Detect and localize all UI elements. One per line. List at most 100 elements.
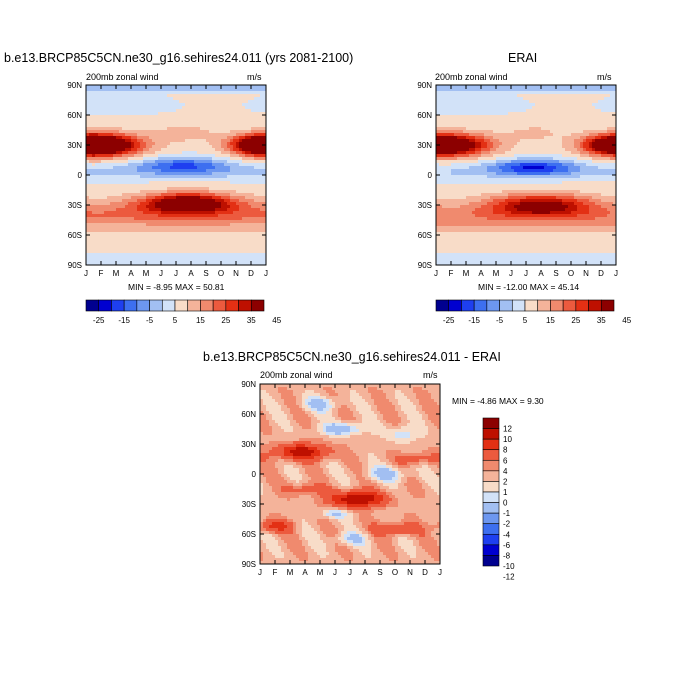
colorbar-swatch bbox=[511, 299, 526, 312]
y-tick-label: 90S bbox=[418, 261, 432, 270]
erai-panel-title: ERAI bbox=[508, 51, 538, 65]
x-tick-label: J bbox=[348, 568, 352, 577]
x-tick-label: F bbox=[449, 269, 454, 278]
colorbar-label: -5 bbox=[496, 316, 504, 325]
x-tick-label: M bbox=[317, 568, 324, 577]
colorbar-swatch bbox=[482, 533, 500, 546]
colorbar-label: 8 bbox=[503, 446, 508, 455]
colorbar-label: 0 bbox=[503, 499, 508, 508]
colorbar-swatch bbox=[212, 299, 227, 312]
colorbar-swatch bbox=[482, 417, 500, 429]
colorbar-swatch bbox=[482, 459, 500, 472]
colorbar-label: -12 bbox=[503, 573, 515, 582]
colorbar-swatch bbox=[461, 299, 475, 312]
colorbar-swatch bbox=[136, 299, 150, 312]
colorbar-label: -2 bbox=[503, 520, 511, 529]
colorbar-label: -1 bbox=[503, 509, 511, 518]
x-tick-label: O bbox=[392, 568, 398, 577]
y-tick-label: 0 bbox=[428, 171, 433, 180]
colorbar-label: 12 bbox=[503, 425, 512, 434]
colorbar-label: 2 bbox=[503, 477, 508, 486]
x-tick-label: J bbox=[438, 568, 442, 577]
model-min-max: MIN = -8.95 MAX = 50.81 bbox=[128, 282, 225, 292]
y-tick-label: 60S bbox=[418, 231, 432, 240]
diff-panel-title: b.e13.BRCP85C5CN.ne30_g16.sehires24.011 … bbox=[203, 350, 501, 364]
colorbar-swatch bbox=[435, 299, 450, 312]
model-contour-plot: J F M A M J J A S O N D J 90N 60N 30N 0 30S 60S 90S bbox=[60, 80, 282, 280]
y-tick-label: 30N bbox=[241, 440, 256, 449]
colorbar-swatch bbox=[482, 470, 500, 482]
y-tick-label: 30N bbox=[67, 141, 82, 150]
y-tick-label: 60N bbox=[67, 111, 82, 120]
colorbar-label: -5 bbox=[146, 316, 154, 325]
colorbar-swatch bbox=[600, 299, 615, 312]
x-tick-label: J bbox=[333, 568, 337, 577]
y-tick-label: 60N bbox=[241, 410, 256, 419]
colorbar-label: -4 bbox=[503, 530, 511, 539]
colorbar-swatch bbox=[482, 491, 500, 503]
colorbar-label: 35 bbox=[247, 316, 256, 325]
colorbar-label: -15 bbox=[468, 316, 480, 325]
contour-fill-cells bbox=[260, 384, 441, 565]
colorbar-label: -10 bbox=[503, 562, 515, 571]
colorbar-swatch bbox=[482, 438, 500, 451]
x-tick-label: N bbox=[233, 269, 239, 278]
x-tick-label: J bbox=[434, 269, 438, 278]
colorbar-swatch bbox=[482, 544, 500, 556]
contour-fill-cells bbox=[436, 85, 617, 266]
x-tick-label: D bbox=[598, 269, 604, 278]
colorbar-label: -25 bbox=[93, 316, 105, 325]
x-tick-label: M bbox=[143, 269, 150, 278]
colorbar-swatch bbox=[482, 523, 500, 535]
x-tick-label: D bbox=[422, 568, 428, 577]
diff-contour-plot: J F M A M J J A S O N D J 90N 60N 30N 0 30S 60S 90S bbox=[232, 378, 454, 584]
colorbar-label: 5 bbox=[523, 316, 528, 325]
colorbar-swatch bbox=[187, 299, 201, 312]
colorbar-swatch bbox=[550, 299, 564, 312]
colorbar-swatch bbox=[200, 299, 214, 312]
y-tick-label: 60N bbox=[417, 111, 432, 120]
x-tick-label: J bbox=[174, 269, 178, 278]
colorbar-swatch bbox=[482, 449, 500, 461]
colorbar-label: 45 bbox=[622, 316, 631, 325]
x-tick-label: O bbox=[218, 269, 224, 278]
colorbar-swatch bbox=[123, 299, 138, 312]
x-tick-label: A bbox=[302, 568, 308, 577]
colorbar-swatch bbox=[537, 299, 551, 312]
x-tick-label: S bbox=[553, 269, 558, 278]
colorbar-swatch bbox=[225, 299, 239, 312]
colorbar-swatch bbox=[250, 299, 265, 312]
colorbar-label: 5 bbox=[173, 316, 178, 325]
x-tick-label: D bbox=[248, 269, 254, 278]
colorbar-label: 15 bbox=[546, 316, 555, 325]
y-tick-label: 60S bbox=[68, 231, 82, 240]
colorbar-label: 6 bbox=[503, 456, 508, 465]
diff-min-max: MIN = -4.86 MAX = 9.30 bbox=[452, 396, 544, 406]
diff-units-label: m/s bbox=[423, 370, 438, 380]
colorbar-label: -6 bbox=[503, 541, 511, 550]
x-tick-label: J bbox=[524, 269, 528, 278]
x-tick-label: J bbox=[264, 269, 268, 278]
colorbar-swatch bbox=[482, 555, 500, 567]
colorbar-swatch bbox=[161, 299, 176, 312]
x-tick-label: M bbox=[463, 269, 470, 278]
x-tick-label: F bbox=[99, 269, 104, 278]
x-tick-label: S bbox=[203, 269, 208, 278]
colorbar-swatch bbox=[111, 299, 125, 312]
model-colorbar: -25 -15 -5 5 15 25 35 45 bbox=[85, 299, 282, 330]
colorbar-swatch bbox=[238, 299, 252, 312]
colorbar-label: 1 bbox=[503, 488, 508, 497]
x-tick-label: A bbox=[538, 269, 544, 278]
colorbar-swatch bbox=[482, 502, 500, 514]
y-tick-label: 30S bbox=[242, 500, 256, 509]
colorbar-swatch bbox=[562, 299, 577, 312]
colorbar-label: -15 bbox=[118, 316, 130, 325]
x-tick-label: A bbox=[478, 269, 484, 278]
x-tick-label: A bbox=[362, 568, 368, 577]
erai-units-label: m/s bbox=[597, 72, 612, 82]
colorbar-swatch bbox=[499, 299, 513, 312]
colorbar-swatch bbox=[588, 299, 602, 312]
colorbar-label: 25 bbox=[571, 316, 580, 325]
y-tick-label: 90N bbox=[241, 380, 256, 389]
x-tick-label: J bbox=[84, 269, 88, 278]
